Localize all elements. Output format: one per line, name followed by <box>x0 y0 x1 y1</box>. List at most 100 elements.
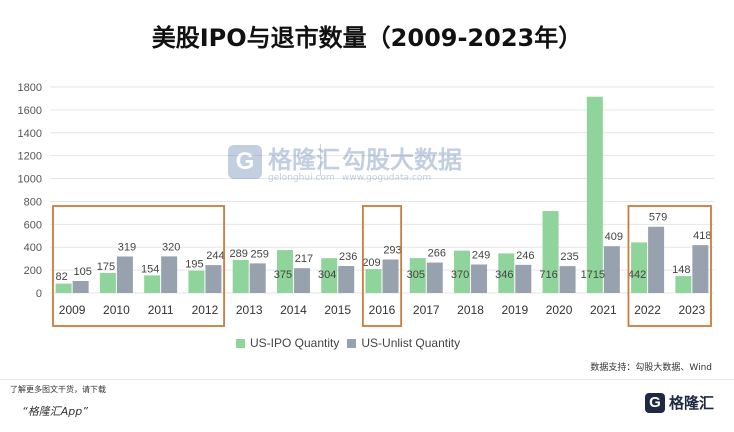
legend-swatch-unlist <box>347 338 357 348</box>
data-label-unlist: 266 <box>428 248 446 260</box>
legend-item-unlist: US-Unlist Quantity <box>347 336 460 350</box>
data-label-ipo: 195 <box>185 259 203 271</box>
bar-unlist <box>471 264 488 293</box>
data-label-ipo: 346 <box>495 269 513 281</box>
bar-ipo <box>276 250 293 293</box>
bar-ipo <box>55 283 72 293</box>
legend-label-ipo: US-IPO Quantity <box>250 336 340 350</box>
bar-ipo <box>454 250 471 293</box>
gogudata-watermark: 勾股大数据 www.gogudata.com <box>336 140 462 183</box>
data-label-ipo: 1715 <box>581 269 605 281</box>
bar-ipo <box>542 211 559 293</box>
y-tick-label: 800 <box>24 196 42 208</box>
data-label-unlist: 246 <box>516 250 534 262</box>
x-tick-label: 2020 <box>546 303 573 317</box>
x-tick-label: 2010 <box>103 303 130 317</box>
bar-unlist <box>338 265 355 293</box>
watermark-divider <box>320 144 321 176</box>
highlight-box <box>627 205 712 327</box>
highlight-box <box>52 205 225 327</box>
download-prompt: 了解更多图文干货，请下载 <box>10 385 106 394</box>
data-label-ipo: 442 <box>628 269 646 281</box>
legend-item-ipo: US-IPO Quantity <box>236 336 339 350</box>
data-label-ipo: 154 <box>141 263 159 275</box>
y-tick-label: 1000 <box>18 174 42 186</box>
bar-unlist <box>648 226 665 293</box>
data-source: 数据支持：勾股大数据、Wind <box>590 363 712 373</box>
x-tick-label: 2023 <box>679 303 706 317</box>
data-label-ipo: 375 <box>274 269 292 281</box>
watermark-partner: 勾股大数据 <box>342 146 462 174</box>
legend-label-unlist: US-Unlist Quantity <box>361 336 461 350</box>
bar-ipo <box>99 272 116 293</box>
data-label-unlist: 105 <box>73 266 91 278</box>
bar-unlist <box>116 256 133 293</box>
data-label-unlist: 293 <box>383 244 401 256</box>
bar-ipo <box>232 259 249 293</box>
bar-unlist <box>603 246 620 293</box>
data-label-unlist: 217 <box>295 253 313 265</box>
y-tick-label: 0 <box>36 288 42 300</box>
x-tick-label: 2022 <box>634 303 661 317</box>
x-tick-label: 2021 <box>590 303 617 317</box>
watermark-brand: 格隆汇 <box>268 146 340 174</box>
x-tick-label: 2014 <box>280 303 307 317</box>
bar-ipo <box>631 242 648 293</box>
bar-unlist <box>426 262 443 293</box>
footer-divider <box>0 379 734 380</box>
bar-unlist <box>692 245 709 293</box>
bar-ipo <box>409 258 426 293</box>
bar-unlist <box>205 265 222 293</box>
x-tick-label: 2018 <box>457 303 484 317</box>
data-label-unlist: 319 <box>118 241 136 253</box>
data-label-ipo: 209 <box>362 257 380 269</box>
footer-logo: G 格隆汇 <box>644 392 714 413</box>
data-label-ipo: 305 <box>407 269 425 281</box>
data-label-unlist: 320 <box>162 241 180 253</box>
data-label-ipo: 148 <box>672 264 690 276</box>
bar-ipo <box>586 96 603 293</box>
x-tick-label: 2009 <box>59 303 86 317</box>
y-tick-label: 600 <box>24 219 42 231</box>
bar-unlist <box>559 266 576 293</box>
bar-ipo <box>498 253 515 293</box>
chart-legend: US-IPO Quantity US-Unlist Quantity <box>236 336 468 350</box>
data-label-ipo: 716 <box>539 269 557 281</box>
bar-ipo <box>675 276 692 293</box>
bar-ipo <box>188 270 205 293</box>
chart-title: 美股IPO与退市数量（2009-2023年） <box>151 24 583 52</box>
highlight-box <box>361 205 403 327</box>
y-tick-label: 400 <box>24 242 42 254</box>
app-name[interactable]: “格隆汇App” <box>22 405 88 418</box>
gelonghui-logo-icon: G <box>644 392 665 413</box>
bar-unlist <box>249 263 266 293</box>
gelonghui-watermark: G 格隆汇 gelonghui.com <box>228 140 340 183</box>
data-label-unlist: 409 <box>605 231 623 243</box>
data-label-unlist: 579 <box>649 212 667 224</box>
watermark-brand-url: gelonghui.com <box>268 173 335 183</box>
y-tick-label: 1600 <box>18 105 42 117</box>
bar-unlist <box>293 268 310 293</box>
x-tick-label: 2015 <box>324 303 351 317</box>
bar-unlist <box>382 259 399 293</box>
data-label-ipo: 304 <box>318 269 336 281</box>
x-tick-label: 2016 <box>369 303 396 317</box>
gelonghui-logo-icon: G <box>228 144 262 179</box>
data-label-ipo: 82 <box>56 271 68 283</box>
data-label-unlist: 249 <box>472 250 490 262</box>
data-label-unlist: 259 <box>251 248 269 260</box>
legend-swatch-ipo <box>236 338 245 348</box>
footer-logo-text: 格隆汇 <box>668 394 714 412</box>
x-tick-label: 2013 <box>236 303 263 317</box>
y-tick-label: 1200 <box>18 151 42 163</box>
data-label-ipo: 289 <box>230 248 248 260</box>
data-label-unlist: 235 <box>560 251 578 263</box>
data-label-ipo: 175 <box>97 261 115 273</box>
bar-chart: 0 200 400 600 800 1000 1200 1400 1600 1800 82 105 20… <box>18 82 714 327</box>
y-tick-label: 1800 <box>18 82 42 94</box>
data-label-unlist: 236 <box>339 251 357 263</box>
y-tick-label: 1400 <box>18 128 42 140</box>
bar-ipo <box>144 275 161 293</box>
bar-unlist <box>161 256 178 293</box>
x-tick-label: 2019 <box>501 303 528 317</box>
